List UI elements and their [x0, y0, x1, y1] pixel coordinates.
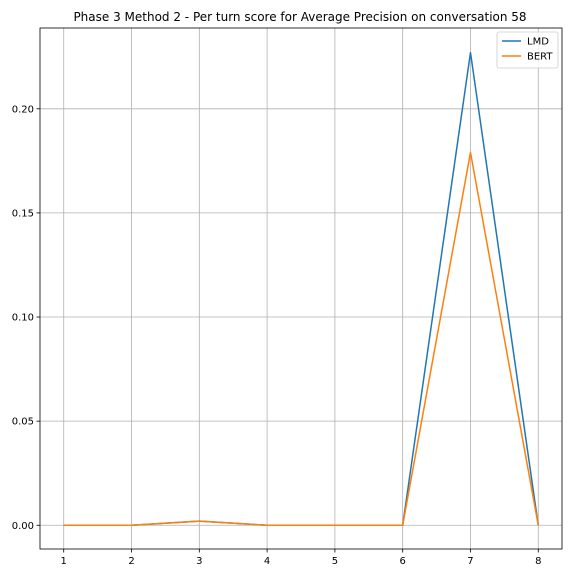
grid-lines	[40, 28, 562, 549]
legend-label-lmd: LMD	[527, 37, 549, 48]
x-tick-label: 7	[467, 556, 473, 567]
x-axis: 1 2 3 4 5 6 7 8	[61, 549, 541, 567]
x-tick-label: 3	[196, 556, 202, 567]
series-line-bert	[63, 151, 540, 527]
x-tick-label: 1	[61, 556, 67, 567]
x-tick-label: 5	[332, 556, 338, 567]
legend-label-bert: BERT	[527, 52, 553, 63]
x-tick-label: 2	[128, 556, 134, 567]
y-tick-label: 0.15	[12, 208, 34, 219]
y-axis: 0.00 0.05 0.10 0.15 0.20	[12, 104, 40, 532]
x-tick-label: 6	[400, 556, 406, 567]
y-tick-label: 0.05	[12, 417, 34, 428]
series-lines	[63, 51, 540, 527]
y-tick-label: 0.20	[12, 104, 34, 115]
legend: LMD BERT	[496, 31, 559, 69]
series-line-lmd	[63, 51, 540, 527]
plot-frame	[39, 27, 563, 550]
chart-title: Phase 3 Method 2 - Per turn score for Av…	[73, 10, 526, 24]
y-tick-label: 0.10	[12, 313, 34, 324]
y-tick-label: 0.00	[12, 521, 34, 532]
x-tick-label: 4	[264, 556, 270, 567]
x-tick-label: 8	[535, 556, 541, 567]
